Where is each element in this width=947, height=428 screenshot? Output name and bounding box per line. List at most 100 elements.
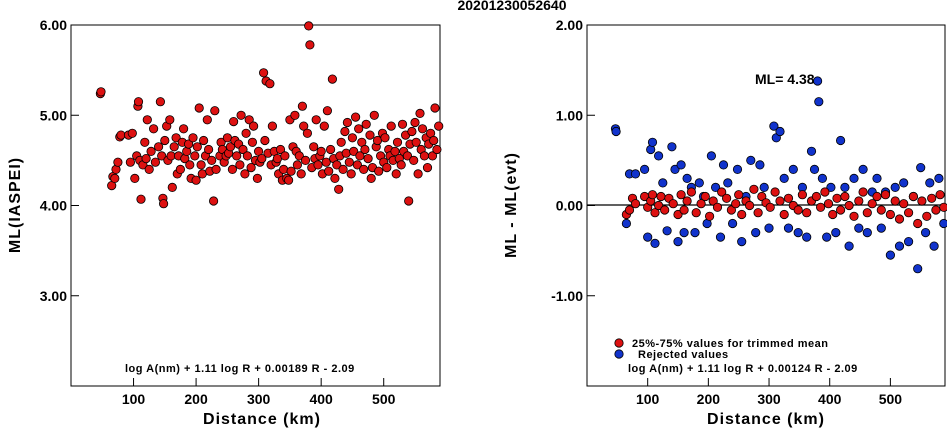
ml-point <box>296 169 306 179</box>
ml-point <box>202 115 212 125</box>
rejected-point <box>890 182 900 192</box>
ml-point <box>302 128 312 138</box>
trimmed-point <box>835 205 846 215</box>
ml-point <box>204 144 214 155</box>
ml-point <box>167 182 177 192</box>
ml-point <box>391 169 401 179</box>
rejected-point <box>903 237 914 247</box>
ml-point <box>149 124 159 134</box>
trimmed-point <box>779 209 789 220</box>
trimmed-point <box>749 184 759 194</box>
trimmed-point <box>682 196 692 206</box>
ml-point <box>229 117 239 127</box>
ml-point <box>386 121 396 131</box>
trimmed-point <box>931 205 941 215</box>
trimmed-point <box>630 199 641 209</box>
trimmed-point <box>691 208 701 218</box>
rejected-point <box>849 173 859 183</box>
rejected-point <box>916 163 926 173</box>
ml-point <box>267 121 277 131</box>
ml-point <box>232 151 242 161</box>
ml-point <box>365 130 375 140</box>
rejected-point <box>769 121 779 131</box>
rejected-point <box>920 228 931 238</box>
trimmed-point <box>734 190 744 200</box>
rejected-point <box>643 232 653 242</box>
trimmed-point <box>815 202 826 212</box>
rejected-point <box>809 164 820 174</box>
ml-point <box>249 121 259 131</box>
trimmed-point <box>867 199 877 209</box>
rejected-point <box>817 173 828 183</box>
ml-point <box>188 133 198 143</box>
ml-point <box>227 164 237 174</box>
rejected-point <box>939 218 947 229</box>
trimmed-point <box>686 187 697 197</box>
ml-point <box>209 196 219 206</box>
ml-point <box>411 137 421 147</box>
rejected-point <box>854 223 864 233</box>
ml-point <box>130 173 140 183</box>
ml-point <box>247 137 257 147</box>
rejected-point <box>737 237 747 247</box>
figure-title: 20201230052640 <box>457 0 566 13</box>
ml-point <box>199 135 209 146</box>
rejected-point <box>658 178 668 188</box>
rejected-point <box>611 126 621 137</box>
rejected-point <box>723 178 733 188</box>
rejected-point <box>793 228 803 238</box>
ml-point <box>191 175 201 185</box>
rejected-point <box>894 241 905 251</box>
ml-point <box>225 142 236 152</box>
ml-point <box>382 163 392 173</box>
rejected-point <box>876 223 886 233</box>
ml-point <box>374 166 384 176</box>
ml-point <box>96 87 106 97</box>
ml-point <box>159 199 169 209</box>
ml-point <box>275 144 286 155</box>
ml-point <box>342 117 352 128</box>
trimmed-point <box>922 211 932 221</box>
ml-point <box>334 184 344 194</box>
trimmed-point <box>660 205 670 215</box>
ml-point <box>290 110 300 120</box>
ml-point <box>336 137 346 147</box>
ml-point <box>260 135 270 146</box>
rejected-point <box>732 164 743 174</box>
ml-point <box>327 74 337 84</box>
rejected-point <box>727 218 738 229</box>
left-y-tick-label: 5.00 <box>40 107 67 123</box>
ml-point <box>133 97 144 107</box>
rejected-point <box>844 241 854 251</box>
rejected-point <box>746 155 756 165</box>
ml-point <box>194 103 204 113</box>
trimmed-point <box>726 205 737 215</box>
rejected-point <box>899 178 909 188</box>
ml-point <box>211 164 221 174</box>
ml-point <box>316 146 326 156</box>
legend-trimmed-label: 25%-75% values for trimmed mean <box>632 338 828 350</box>
ml-point <box>429 135 439 146</box>
trimmed-point <box>917 196 927 206</box>
ml-point <box>265 79 275 89</box>
ml-point <box>417 124 428 134</box>
ml-value-label: ML= 4.38 <box>755 71 815 87</box>
ml-point <box>332 160 342 170</box>
ml-point <box>304 21 314 31</box>
rejected-point <box>788 164 798 174</box>
ml-point <box>359 164 369 174</box>
ml-point <box>325 144 336 155</box>
rejected-point <box>925 178 935 188</box>
trimmed-point <box>832 193 842 203</box>
trimmed-point <box>844 200 854 211</box>
legend: 25%-75% values for trimmed mean Rejected… <box>614 338 828 361</box>
trimmed-point <box>731 199 741 209</box>
trimmed-point <box>840 191 850 202</box>
ml-point <box>363 154 373 164</box>
ml-point <box>146 146 156 156</box>
right-x-axis-label: Distance (km) <box>707 411 825 428</box>
legend-rejected-marker <box>614 349 624 359</box>
trimmed-point <box>935 190 945 200</box>
trimmed-point <box>765 202 775 212</box>
rejected-point <box>755 160 765 170</box>
